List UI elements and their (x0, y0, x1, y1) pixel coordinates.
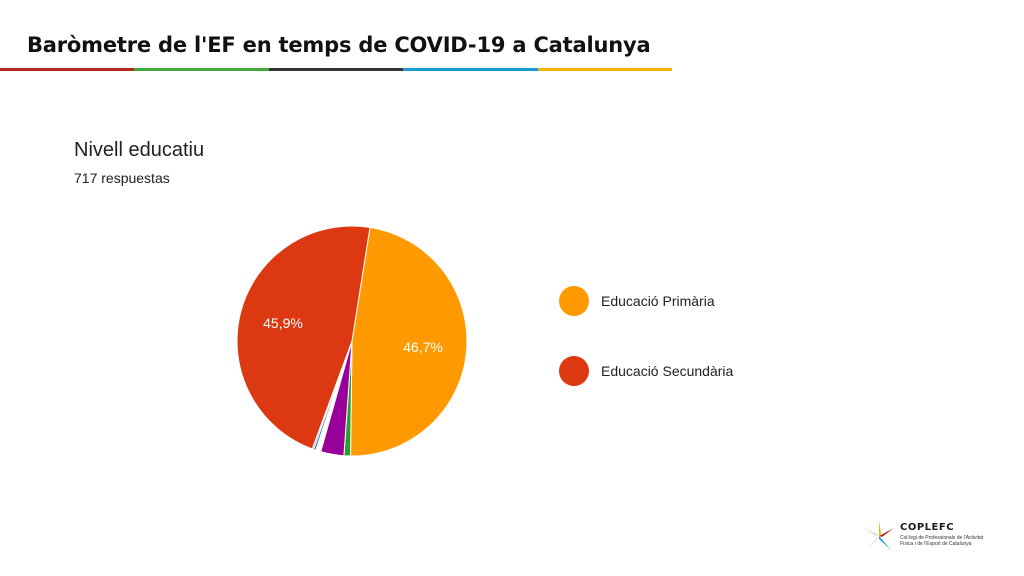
underline-segment (0, 68, 135, 71)
legend-item-secundaria: Educació Secundària (559, 356, 733, 386)
underline-segment (403, 68, 538, 71)
legend-item-primaria: Educació Primària (559, 286, 715, 316)
chart-title: Nivell educatiu (74, 139, 205, 161)
legend-label: Educació Primària (601, 293, 715, 309)
underline-segment (268, 68, 404, 71)
underline-segment (537, 68, 673, 71)
slice-percent-label: 45,9% (263, 315, 303, 331)
legend-label: Educació Secundària (601, 363, 734, 379)
page-title: Baròmetre de l'EF en temps de COVID-19 a… (27, 33, 651, 57)
title-underline (0, 68, 673, 71)
legend-swatch (559, 356, 589, 386)
underline-segment (134, 68, 269, 71)
slice-percent-label: 46,7% (403, 339, 443, 355)
logo-name: COPLEFC (900, 522, 955, 533)
pie-slice (236, 225, 371, 450)
pie-slice (350, 226, 468, 457)
star-logo-icon (864, 520, 894, 550)
legend-swatch (559, 286, 589, 316)
response-count: 717 respuestas (74, 170, 170, 186)
logo-description: Col·legi de Professionals de l'Activitat… (900, 535, 984, 547)
organization-logo: COPLEFC Col·legi de Professionals de l'A… (862, 519, 992, 555)
